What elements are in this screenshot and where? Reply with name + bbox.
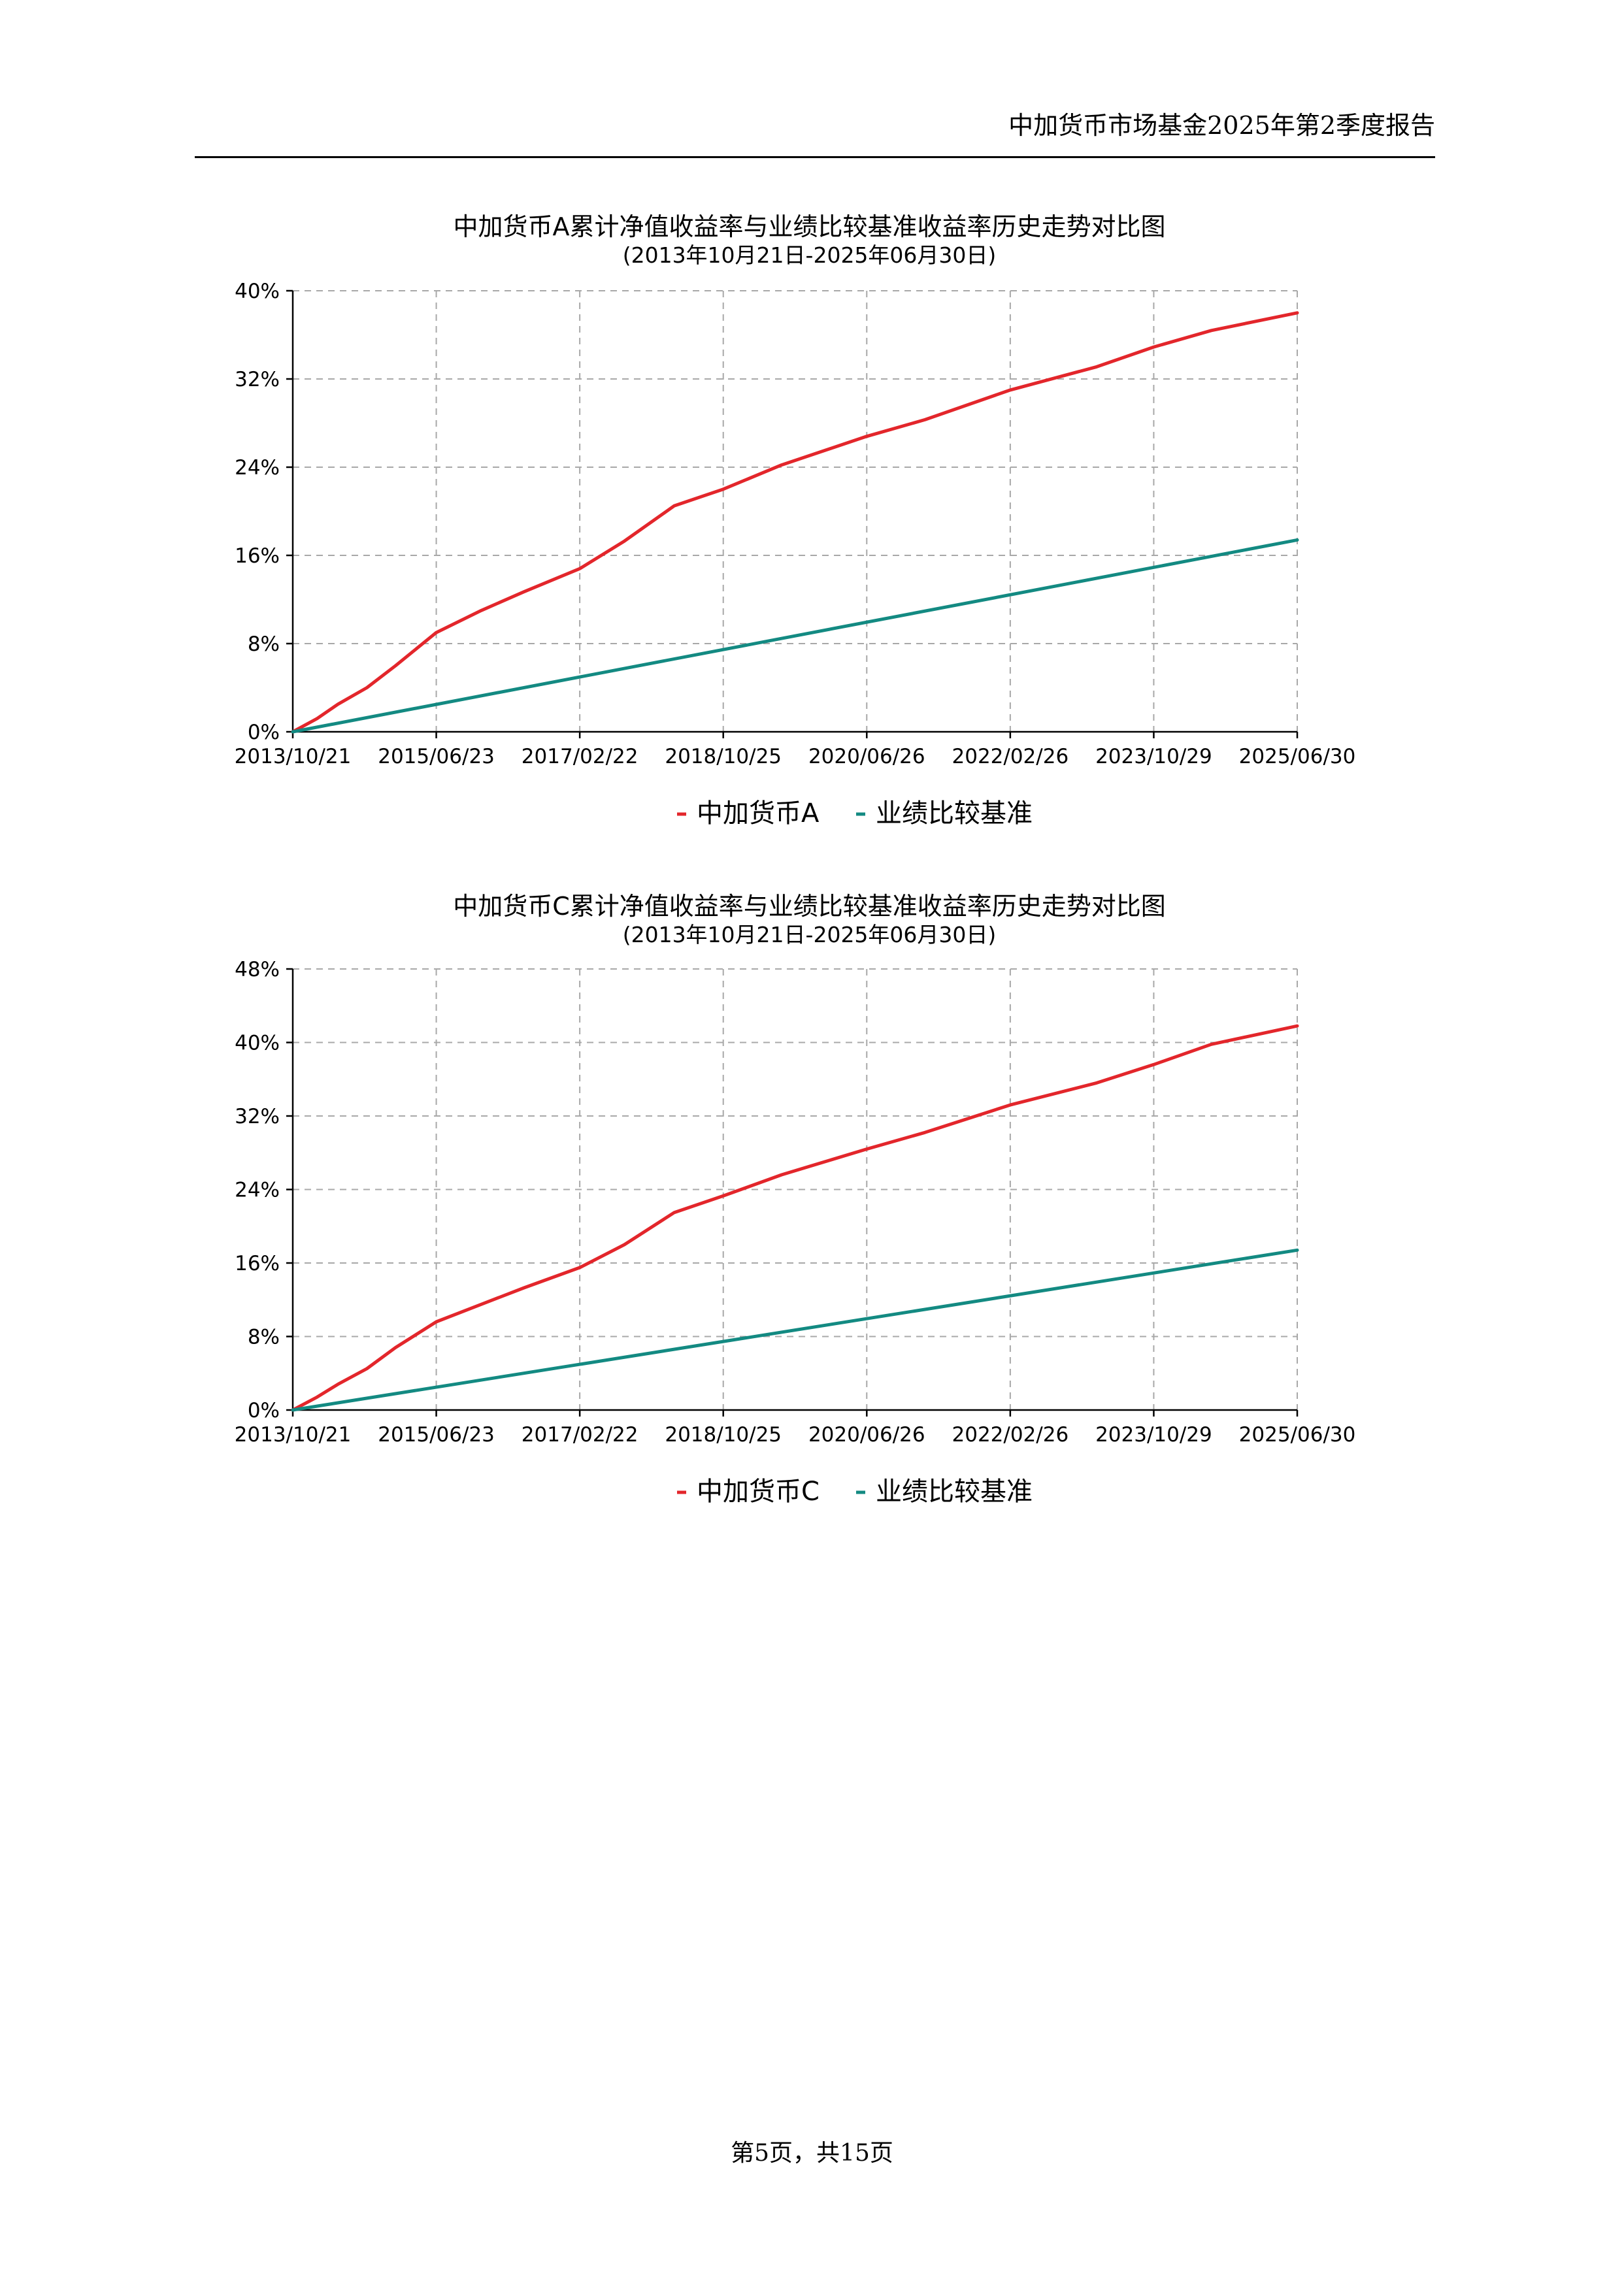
y-tick-label: 32% <box>235 368 280 391</box>
x-tick-label: 2013/10/21 <box>235 745 352 768</box>
x-tick-label: 2025/06/30 <box>1239 745 1356 768</box>
x-tick-label: 2018/10/25 <box>665 1423 782 1447</box>
header-rule <box>195 156 1435 158</box>
page-number: 第5页，共15页 <box>731 2140 893 2167</box>
series-line-fund <box>291 311 1299 734</box>
legend-label: 中加货币A <box>697 798 820 828</box>
x-tick-label: 2017/02/22 <box>522 745 638 768</box>
x-tick-label: 2018/10/25 <box>665 745 782 768</box>
chart-fund-a: 中加货币A累计净值收益率与业绩比较基准收益率历史走势对比图(2013年10月21… <box>235 212 1356 828</box>
x-tick-label: 2023/10/29 <box>1095 1423 1212 1447</box>
chart-title: 中加货币C累计净值收益率与业绩比较基准收益率历史走势对比图 <box>453 892 1166 921</box>
y-tick-label: 40% <box>235 280 280 303</box>
y-tick-label: 48% <box>235 958 280 981</box>
x-tick-label: 2022/02/26 <box>952 745 1069 768</box>
chart-fund-c: 中加货币C累计净值收益率与业绩比较基准收益率历史走势对比图(2013年10月21… <box>235 892 1356 1507</box>
series-line-fund <box>291 1024 1299 1412</box>
y-tick-label: 8% <box>248 1326 280 1349</box>
legend-label: 业绩比较基准 <box>876 1477 1033 1507</box>
legend-label: 中加货币C <box>697 1477 820 1507</box>
chart-title: 中加货币A累计净值收益率与业绩比较基准收益率历史走势对比图 <box>454 212 1166 241</box>
page-header: 中加货币市场基金2025年第2季度报告 <box>1008 111 1435 140</box>
y-tick-label: 0% <box>248 1399 280 1422</box>
x-tick-label: 2020/06/26 <box>808 1423 925 1447</box>
chart-subtitle: (2013年10月21日-2025年06月30日) <box>623 242 997 268</box>
legend-label: 业绩比较基准 <box>876 798 1033 828</box>
y-tick-label: 16% <box>235 1252 280 1275</box>
y-tick-label: 40% <box>235 1032 280 1055</box>
x-tick-label: 2015/06/23 <box>378 745 495 768</box>
y-tick-label: 24% <box>235 1179 280 1202</box>
y-tick-label: 0% <box>248 721 280 744</box>
y-tick-label: 24% <box>235 456 280 480</box>
series-line-benchmark <box>291 538 1299 734</box>
y-tick-label: 16% <box>235 544 280 568</box>
y-tick-label: 8% <box>248 632 280 656</box>
series-line-benchmark <box>291 1248 1299 1412</box>
x-tick-label: 2013/10/21 <box>235 1423 352 1447</box>
x-tick-label: 2025/06/30 <box>1239 1423 1356 1447</box>
x-tick-label: 2022/02/26 <box>952 1423 1069 1447</box>
chart-subtitle: (2013年10月21日-2025年06月30日) <box>623 922 997 947</box>
y-tick-label: 32% <box>235 1105 280 1128</box>
x-tick-label: 2020/06/26 <box>808 745 925 768</box>
x-tick-label: 2023/10/29 <box>1095 745 1212 768</box>
x-tick-label: 2015/06/23 <box>378 1423 495 1447</box>
x-tick-label: 2017/02/22 <box>522 1423 638 1447</box>
